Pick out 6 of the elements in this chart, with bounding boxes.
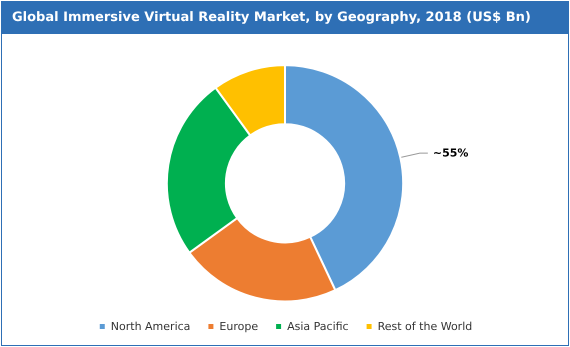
text: ~55% (432, 146, 468, 160)
chart-title: Global Immersive Virtual Reality Market, by Geography, 2018 (US$ Bn) (2, 2, 568, 34)
legend-label: Rest of the World (378, 320, 472, 333)
legend-label: Europe (219, 320, 258, 333)
legend-label: North America (110, 320, 190, 333)
legend-label: Asia Pacific (287, 320, 349, 333)
